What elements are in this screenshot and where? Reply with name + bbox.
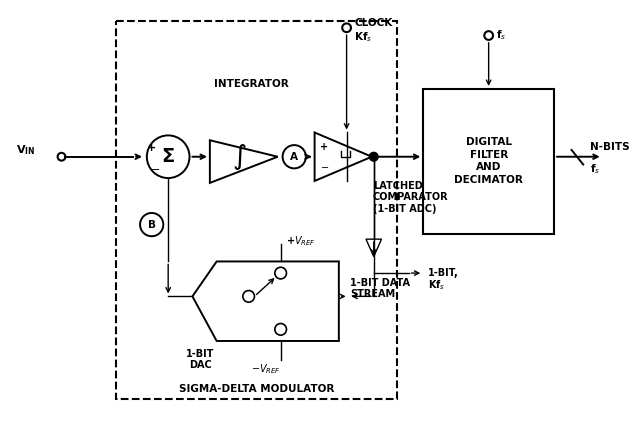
- Text: LATCHED: LATCHED: [373, 181, 422, 191]
- Text: +: +: [147, 143, 156, 153]
- Text: DAC: DAC: [189, 360, 211, 370]
- Circle shape: [370, 152, 378, 161]
- Text: $\int$: $\int$: [232, 142, 246, 172]
- Text: AND: AND: [476, 162, 502, 173]
- Text: f$_s$: f$_s$: [497, 28, 507, 42]
- Text: 1-BIT,: 1-BIT,: [428, 268, 459, 278]
- Text: CLOCK: CLOCK: [354, 18, 392, 28]
- Text: (1-BIT ADC): (1-BIT ADC): [373, 204, 436, 214]
- Text: $\mathbf{V_{IN}}$: $\mathbf{V_{IN}}$: [16, 143, 36, 157]
- Text: $-$: $-$: [320, 162, 329, 171]
- Text: FILTER: FILTER: [469, 150, 508, 160]
- Text: STREAM: STREAM: [351, 290, 396, 299]
- Text: DIGITAL: DIGITAL: [465, 137, 512, 147]
- Text: f$_s$: f$_s$: [590, 162, 600, 176]
- Text: INTEGRATOR: INTEGRATOR: [214, 79, 289, 89]
- Bar: [423, 89, 554, 234]
- Text: A: A: [290, 152, 298, 162]
- Text: $\mathbf{\Sigma}$: $\mathbf{\Sigma}$: [161, 147, 175, 166]
- Text: $-$: $-$: [149, 163, 159, 173]
- Text: B: B: [148, 220, 156, 230]
- Text: SIGMA-DELTA MODULATOR: SIGMA-DELTA MODULATOR: [178, 384, 334, 394]
- Text: COMPARATOR: COMPARATOR: [373, 192, 448, 202]
- Text: Kf$_s$: Kf$_s$: [354, 31, 373, 45]
- Text: 1-BIT: 1-BIT: [186, 349, 215, 359]
- Text: +$V_{REF}$: +$V_{REF}$: [286, 234, 316, 248]
- Text: DECIMATOR: DECIMATOR: [454, 175, 523, 185]
- Text: $-V_{REF}$: $-V_{REF}$: [251, 362, 281, 376]
- Bar: [116, 21, 397, 399]
- Text: N-BITS: N-BITS: [590, 142, 630, 152]
- Text: Kf$_s$: Kf$_s$: [428, 278, 445, 292]
- Text: 1-BIT DATA: 1-BIT DATA: [351, 278, 410, 288]
- Text: +: +: [320, 142, 328, 152]
